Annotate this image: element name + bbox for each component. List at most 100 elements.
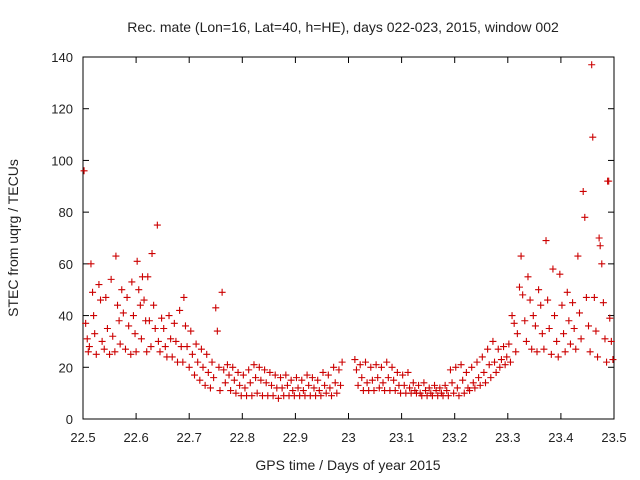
data-point: [84, 348, 92, 356]
data-point: [605, 177, 613, 185]
data-point: [303, 371, 311, 379]
data-point: [556, 270, 564, 278]
data-point: [606, 314, 614, 322]
data-point: [459, 376, 467, 384]
data-point: [269, 392, 277, 400]
data-point: [471, 384, 479, 392]
data-point: [125, 322, 133, 330]
data-point: [257, 376, 265, 384]
data-point: [266, 368, 274, 376]
data-point: [299, 387, 307, 395]
data-point: [167, 335, 175, 343]
data-point: [453, 384, 461, 392]
data-point: [585, 322, 593, 330]
data-point: [192, 340, 200, 348]
data-point: [501, 361, 509, 369]
data-point: [140, 296, 148, 304]
data-point: [491, 358, 499, 366]
data-point: [393, 368, 401, 376]
data-point: [494, 345, 502, 353]
data-point: [83, 335, 91, 343]
y-axis-label: STEC from uqrg / TECUs: [5, 159, 21, 317]
data-point: [236, 381, 244, 389]
data-point: [314, 376, 322, 384]
plot-frame: [82, 56, 615, 420]
data-point: [305, 381, 313, 389]
data-point: [326, 384, 334, 392]
data-point: [522, 337, 530, 345]
data-point: [469, 379, 477, 387]
data-point: [588, 61, 596, 69]
data-point: [356, 361, 364, 369]
data-point: [128, 278, 136, 286]
data-point: [168, 353, 176, 361]
x-tick-label: 22.6: [123, 430, 148, 445]
data-point: [569, 299, 577, 307]
data-point: [492, 368, 500, 376]
data-point: [581, 213, 589, 221]
x-axis-label: GPS time / Days of year 2015: [255, 457, 440, 473]
data-point: [579, 187, 587, 195]
data-point: [466, 387, 474, 395]
data-point: [144, 273, 152, 281]
x-tick-label: 23.1: [389, 430, 414, 445]
data-point: [390, 376, 398, 384]
data-point: [151, 325, 159, 332]
data-point: [379, 379, 387, 387]
x-tick-label: 22.9: [283, 430, 308, 445]
data-point: [586, 348, 594, 356]
data-point: [377, 363, 385, 371]
data-point: [143, 348, 151, 356]
data-point: [598, 260, 606, 268]
data-point: [448, 379, 456, 387]
data-point: [187, 327, 195, 335]
y-tick-label: 100: [51, 153, 73, 168]
data-point: [496, 363, 504, 371]
data-point: [107, 275, 115, 283]
data-point: [324, 371, 332, 379]
data-point: [150, 301, 158, 309]
data-point: [545, 325, 553, 332]
data-point: [102, 293, 110, 301]
data-point: [90, 312, 98, 320]
data-point: [361, 358, 369, 366]
data-point: [338, 358, 346, 366]
data-point: [119, 309, 127, 317]
data-point: [103, 325, 111, 332]
data-point: [218, 288, 226, 296]
data-point: [127, 350, 135, 358]
data-point: [289, 387, 297, 395]
y-tick-label: 20: [59, 360, 73, 375]
data-point: [262, 379, 270, 387]
data-point: [188, 350, 196, 358]
data-point: [185, 363, 193, 371]
y-tick-label: 120: [51, 102, 73, 117]
y-tick-label: 140: [51, 50, 73, 65]
data-point: [319, 368, 327, 376]
data-point: [123, 293, 131, 301]
data-point: [535, 286, 543, 294]
data-point: [531, 322, 539, 330]
data-point: [452, 363, 460, 371]
data-point: [596, 242, 604, 250]
data-point: [95, 281, 103, 289]
data-point: [199, 363, 207, 371]
data-point: [180, 293, 188, 301]
data-point: [177, 343, 185, 351]
data-point: [287, 376, 295, 384]
data-point: [330, 363, 338, 371]
data-point: [406, 384, 414, 392]
data-point: [100, 345, 108, 353]
data-point: [160, 325, 168, 332]
data-point: [136, 301, 144, 309]
data-point: [446, 366, 454, 374]
data-point: [203, 350, 211, 358]
data-point: [409, 379, 417, 387]
data-point: [582, 293, 590, 301]
data-point: [526, 296, 534, 304]
data-point: [118, 286, 126, 294]
data-point: [109, 332, 117, 340]
data-point: [450, 389, 458, 397]
data-point: [554, 353, 562, 361]
data-point: [570, 325, 578, 332]
